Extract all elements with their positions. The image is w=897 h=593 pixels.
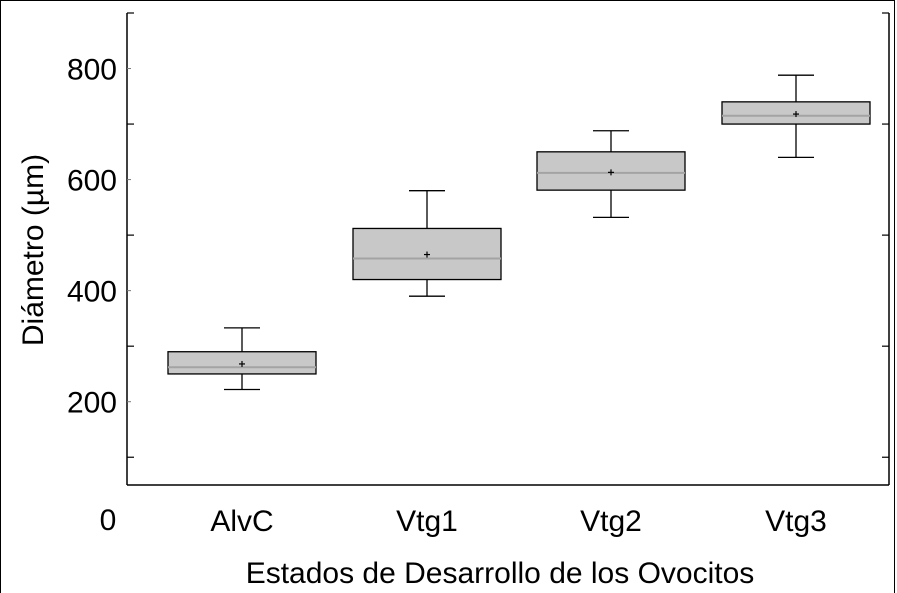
y-tick-label: 600: [67, 165, 117, 198]
x-category-label: Vtg1: [396, 505, 458, 538]
box-group: [167, 327, 317, 391]
x-category-label: Vtg2: [580, 505, 642, 538]
x-category-label: Vtg3: [765, 505, 827, 538]
box-group: [352, 190, 502, 297]
y-tick-label: 800: [67, 54, 117, 87]
y-axis-ticks: 200 400 600 800 0: [67, 12, 889, 537]
x-category-label: AlvC: [210, 505, 273, 538]
plot-area: [126, 13, 890, 486]
y-axis-title: Diámetro (µm): [17, 154, 50, 346]
box-group: [721, 74, 871, 159]
y-tick-label: 400: [67, 276, 117, 309]
y-tick-label: 200: [67, 387, 117, 420]
box-group: [536, 130, 686, 218]
boxes: [167, 74, 871, 391]
axis-labels: AlvC Vtg1 Vtg2 Vtg3 Estados de Desarrollo de…: [17, 154, 827, 590]
origin-label: 0: [100, 504, 117, 537]
x-axis-title: Estados de Desarrollo de los Ovocitos: [246, 557, 755, 590]
